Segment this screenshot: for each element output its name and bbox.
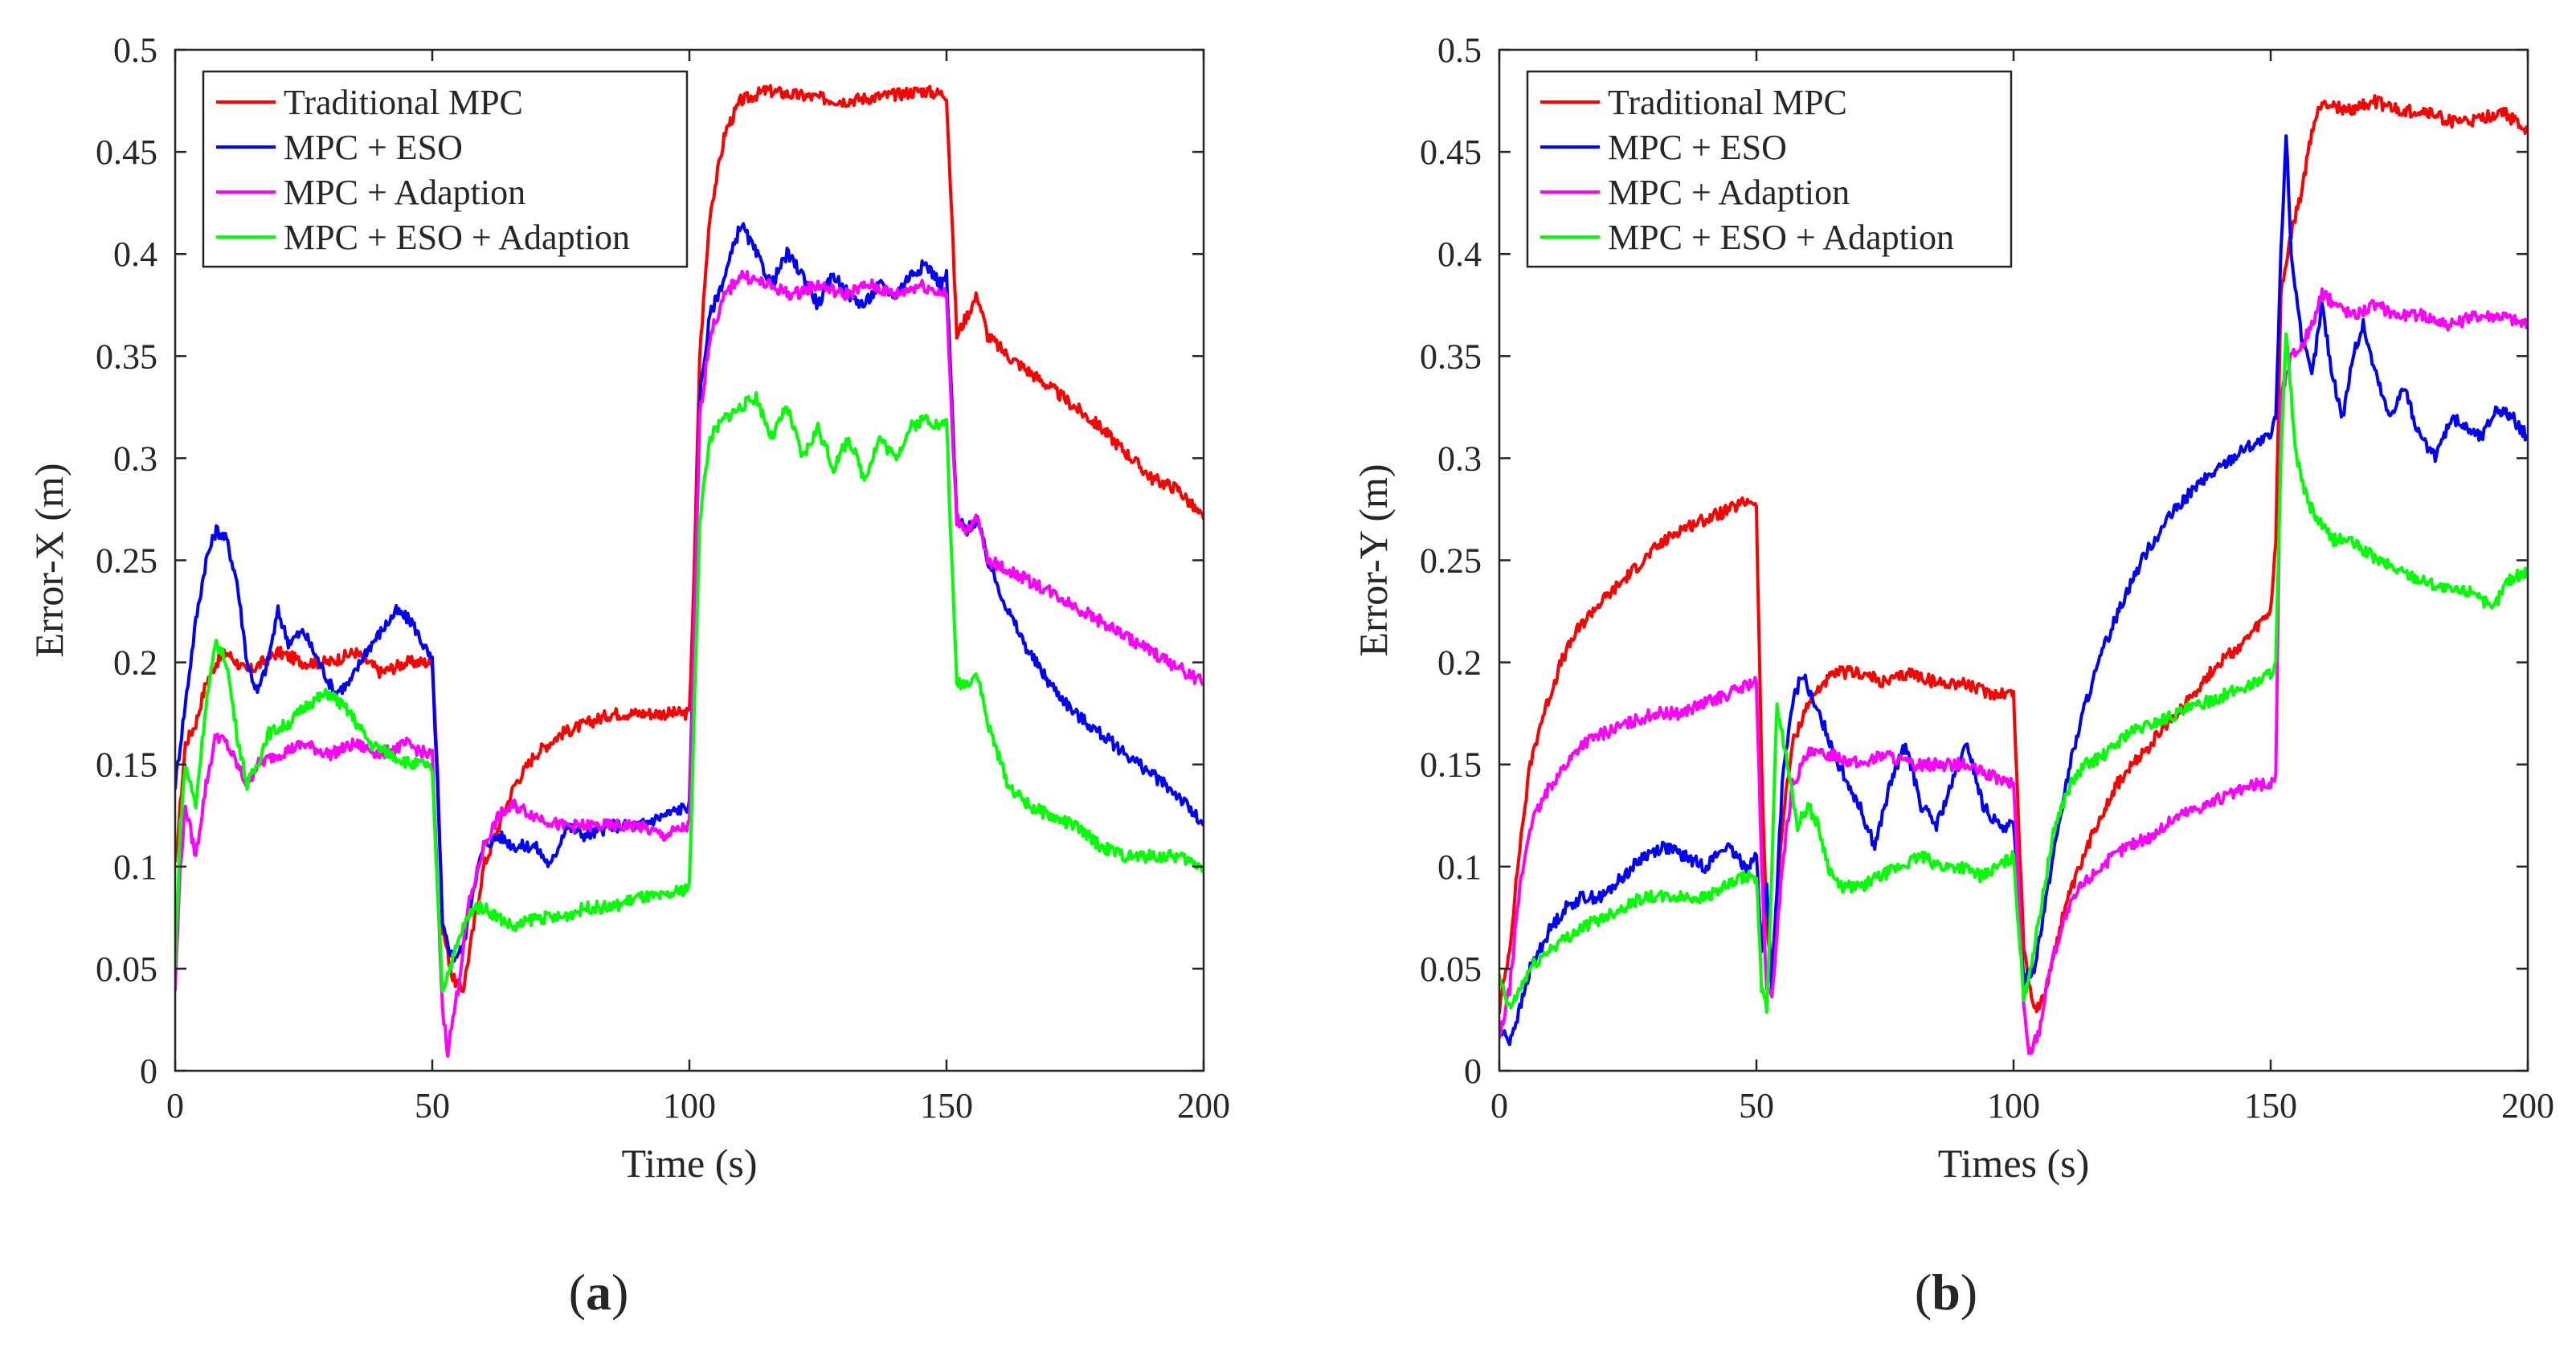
x-axis-label: Time (s) [621, 1141, 757, 1186]
y-tick-label: 0.4 [113, 235, 157, 274]
y-tick-label: 0.2 [113, 643, 157, 683]
y-tick-label: 0 [1464, 1052, 1482, 1091]
x-tick-label: 150 [920, 1086, 973, 1125]
x-tick-label: 0 [166, 1086, 184, 1125]
y-tick-label: 0.25 [1420, 541, 1482, 581]
series-line-mpc-adaption [1499, 287, 2528, 1056]
y-tick-label: 0.15 [1420, 745, 1482, 785]
x-tick-label: 50 [1739, 1086, 1774, 1125]
y-tick-label: 0 [140, 1052, 157, 1091]
y-tick-label: 0.3 [1437, 439, 1482, 478]
legend-entry: MPC + Adaption [1608, 173, 1850, 212]
x-axis-label: Times (s) [1938, 1141, 2089, 1186]
y-tick-label: 0.1 [1437, 847, 1482, 887]
panel-label: (b) [1915, 1264, 1977, 1321]
series-line-mpc-adaption [175, 269, 1204, 1058]
x-tick-label: 150 [2244, 1086, 2297, 1125]
series-line-mpc-eso-adaption [175, 390, 1204, 994]
legend-box [1526, 70, 2013, 268]
y-tick-label: 0.2 [1437, 643, 1482, 683]
y-axis-label: Error-Y (m) [1351, 463, 1396, 656]
chart-panel-a: 0 50 100 150 200 0 0.05 0.1 0.15 0.2 0.25 0.3 0.35 0.… [27, 31, 1230, 1321]
x-tick-label: 200 [1177, 1086, 1230, 1125]
series-group [1499, 94, 2528, 1056]
y-tick-label: 0.15 [96, 745, 157, 785]
series-line-traditional-mpc [1499, 94, 2528, 1014]
legend-entry: MPC + Adaption [284, 173, 525, 212]
y-tick-label: 0.25 [96, 541, 157, 581]
legend-entry: Traditional MPC [1608, 83, 1847, 122]
y-axis-label: Error-X (m) [27, 463, 72, 658]
legend: Traditional MPC MPC + ESO MPC + Adaption MP… [202, 70, 689, 268]
y-tick-label: 0.3 [113, 439, 157, 478]
x-tick-label: 50 [415, 1086, 450, 1125]
x-tick-label: 100 [663, 1086, 716, 1125]
chart-panel-b: 0 50 100 150 200 0 0.05 0.1 0.15 0.2 0.25 0.3 0.35 0.… [1351, 31, 2554, 1321]
x-tick-label: 0 [1490, 1086, 1508, 1125]
y-tick-label: 0.4 [1437, 235, 1482, 274]
y-tick-label: 0.5 [1437, 31, 1482, 70]
legend-entry: Traditional MPC [284, 83, 523, 122]
y-tick-label: 0.35 [1420, 337, 1482, 376]
y-tick-label: 0.45 [1420, 133, 1482, 172]
y-tick-label: 0.35 [96, 337, 157, 376]
y-tick-label: 0.05 [1420, 949, 1482, 989]
legend-entry: MPC + ESO [284, 128, 463, 167]
series-line-mpc-eso [1499, 134, 2528, 1047]
legend: Traditional MPC MPC + ESO MPC + Adaption MP… [1526, 70, 2013, 268]
legend-entry: MPC + ESO + Adaption [1608, 218, 1954, 257]
x-tick-label: 100 [1987, 1086, 2040, 1125]
y-tick-label: 0.05 [96, 949, 157, 989]
x-tick-label: 200 [2501, 1086, 2554, 1125]
legend-entry: MPC + ESO + Adaption [284, 218, 630, 257]
series-line-traditional-mpc [175, 84, 1204, 994]
y-tick-label: 0.5 [113, 31, 157, 70]
legend-entry: MPC + ESO [1608, 128, 1787, 167]
series-line-mpc-eso-adaption [1499, 332, 2528, 1015]
legend-box [202, 70, 689, 268]
series-group [175, 84, 1204, 1058]
y-tick-label: 0.45 [96, 133, 157, 172]
y-tick-label: 0.1 [113, 847, 157, 887]
panel-label: (a) [569, 1264, 629, 1321]
